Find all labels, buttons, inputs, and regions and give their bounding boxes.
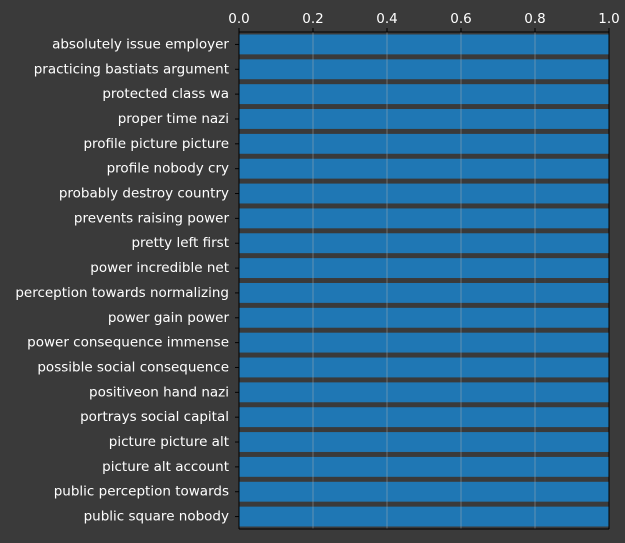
category-label-17: picture picture alt xyxy=(109,434,229,450)
category-label-14: possible social consequence xyxy=(37,359,229,375)
label-layer: absolutely issue employer practicing bast… xyxy=(15,11,619,525)
bar-7 xyxy=(239,183,609,204)
category-label-10: power incredible net xyxy=(90,260,229,276)
bar-layer xyxy=(239,34,609,527)
category-label-11: perception towards normalizing xyxy=(15,285,229,301)
bar-14 xyxy=(239,357,609,378)
bar-5 xyxy=(239,133,609,154)
bar-17 xyxy=(239,432,609,452)
bar-8 xyxy=(239,208,609,229)
bar-6 xyxy=(239,158,609,179)
bar-12 xyxy=(239,307,609,328)
bar-13 xyxy=(239,332,609,353)
x-tick-label-6: 1.0 xyxy=(598,11,619,27)
category-label-1: absolutely issue employer xyxy=(52,36,229,52)
bar-10 xyxy=(239,258,609,279)
bar-11 xyxy=(239,282,609,303)
bar-20 xyxy=(239,506,609,527)
category-label-6: profile nobody cry xyxy=(107,161,229,177)
x-tick-label-5: 0.8 xyxy=(524,11,545,27)
category-label-8: prevents raising power xyxy=(74,210,230,226)
category-label-20: public square nobody xyxy=(84,509,229,525)
bar-18 xyxy=(239,456,609,477)
category-label-3: protected class wa xyxy=(102,86,229,102)
bar-2 xyxy=(239,59,609,80)
grid-layer xyxy=(312,32,536,529)
category-label-9: pretty left first xyxy=(131,235,229,251)
bar-4 xyxy=(239,109,609,129)
bar-19 xyxy=(239,481,609,502)
category-label-13: power consequence immense xyxy=(27,335,229,351)
category-label-4: proper time nazi xyxy=(118,111,229,127)
category-label-7: probably destroy country xyxy=(59,186,229,202)
category-label-18: picture alt account xyxy=(102,459,229,475)
x-tick-label-2: 0.2 xyxy=(302,11,323,27)
bar-9 xyxy=(239,233,609,254)
bar-15 xyxy=(239,382,609,403)
bar-3 xyxy=(239,84,609,105)
category-label-19: public perception towards xyxy=(54,484,229,500)
category-label-16: portrays social capital xyxy=(80,409,229,425)
x-tick-label-4: 0.6 xyxy=(450,11,471,27)
bar-16 xyxy=(239,407,609,428)
x-tick-label-1: 0.0 xyxy=(228,11,249,27)
category-label-5: profile picture picture xyxy=(83,136,229,152)
category-label-12: power gain power xyxy=(108,310,230,326)
category-label-2: practicing bastiats argument xyxy=(34,61,229,77)
category-label-15: positiveon hand nazi xyxy=(89,384,229,400)
x-tick-label-3: 0.4 xyxy=(376,11,397,27)
bar-1 xyxy=(239,34,609,55)
axis-layer xyxy=(235,28,610,530)
